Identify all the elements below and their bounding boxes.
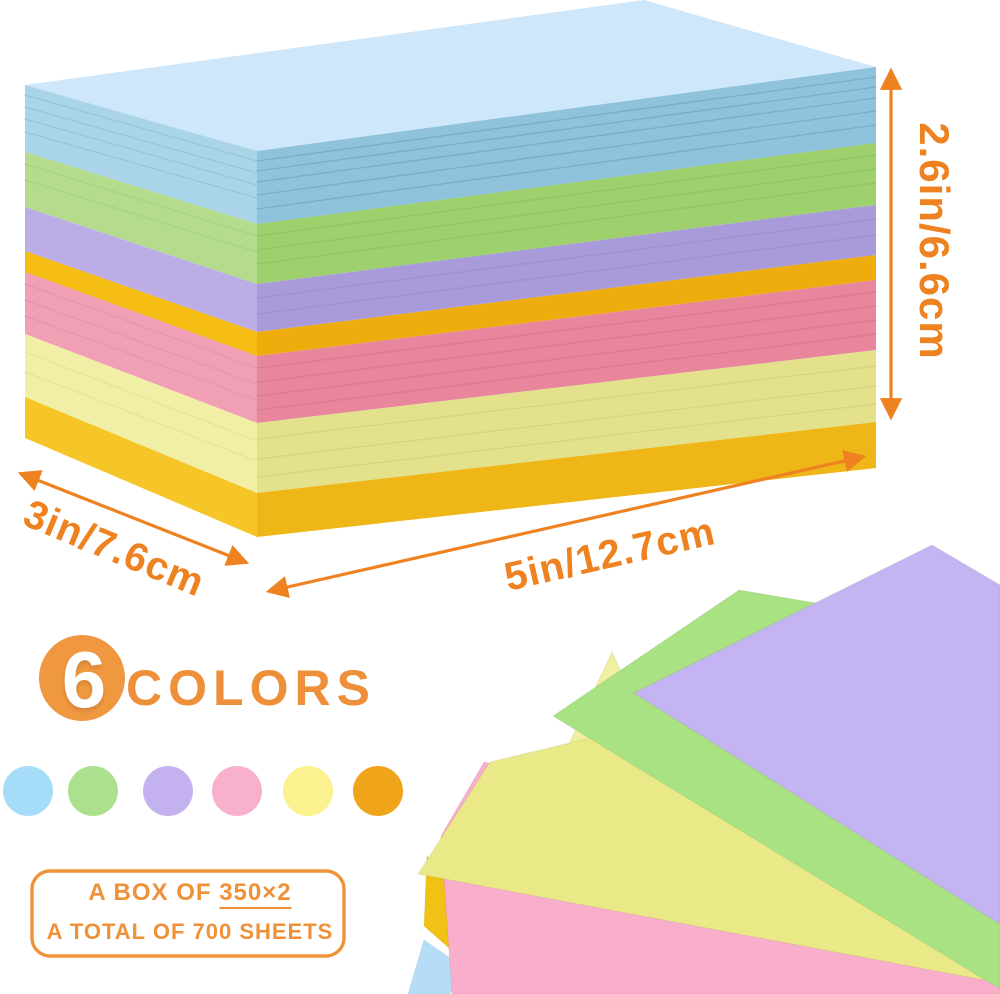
box-count-line: A BOX OF 350×2 [88,879,292,909]
stack-left-face [25,85,257,537]
stack-band-left-paleyellow [25,334,257,493]
colors-label: COLORS [126,660,376,716]
dimension-arrows [17,67,903,598]
height-dimension-label: 2.6in/6.6cm [911,122,958,360]
stack-band-right-purple [257,205,876,332]
sheet-count-box [30,869,346,958]
fanned-sheets [407,544,1000,994]
stack-band-right-blue [257,67,876,224]
color-swatch-purple [143,766,193,816]
stack-band-right-pink [257,280,876,423]
paper-stack [24,0,877,537]
stack-band-left-purple [25,207,257,332]
color-swatch-pink [212,766,262,816]
stack-top-face [25,0,876,151]
stack-band-right-gold [257,255,876,356]
stack-band-right-green [257,143,876,284]
stack-band-left-blue [25,85,257,224]
color-swatch-blue [3,766,53,816]
color-count-badge-circle [39,635,125,721]
depth-dimension-arrow [17,470,250,566]
color-count-number: 6 [61,635,107,724]
color-swatches [3,766,403,816]
color-swatch-orange [353,766,403,816]
sheet-striations [24,76,877,478]
width-dimension-arrow [265,450,867,598]
box-count-value: 350×2 [219,879,292,909]
box-total-line: A TOTAL OF 700 SHEETS [46,919,334,944]
box-count-prefix: A BOX OF [88,879,220,906]
fan-sheet-purple [632,544,1000,925]
stack-band-left-gold [25,251,257,356]
stack-band-left-pink [25,272,257,423]
color-swatch-yellow [283,766,333,816]
fan-sheet-blue [407,939,463,994]
color-swatch-green [68,766,118,816]
stack-band-left-green [25,152,257,284]
